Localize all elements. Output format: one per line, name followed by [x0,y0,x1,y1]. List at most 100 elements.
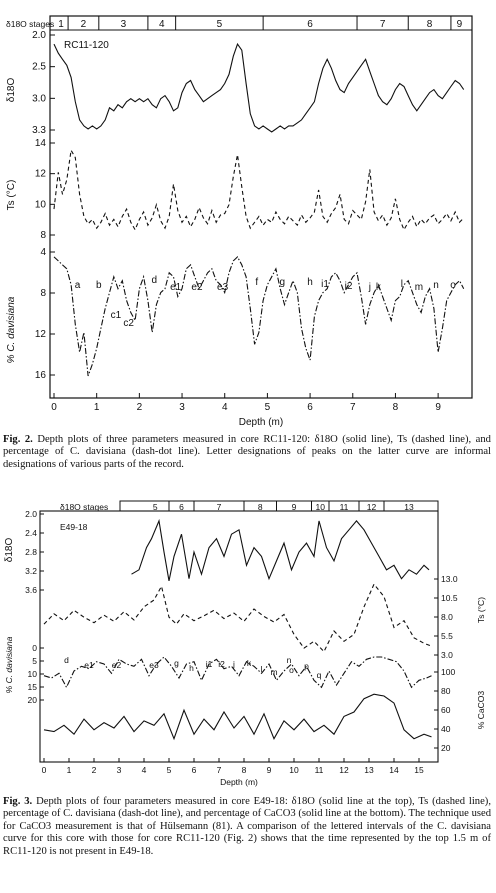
fig3-stages-header: δ18O stages [60,502,108,512]
fig2-d18o-tick-label: 3.0 [32,93,46,104]
fig3-cd-tick-label: 10 [28,669,38,679]
fig3-ts-tick-label: 10.5 [441,593,458,603]
fig3-peak-letter: k [247,658,252,668]
fig3-x-tick-label: 5 [167,765,172,775]
fig2-stage-label: 7 [380,19,386,30]
fig2-ts-tick-label: 10 [35,199,47,210]
fig3-peak-letter: m [270,667,277,677]
fig3-cd-line [43,656,432,689]
fig2-x-tick-label: 2 [137,402,143,413]
fig3-x-tick-label: 14 [389,765,399,775]
fig2-peak-letter: d [152,275,158,286]
fig2-caption-text: Depth plots of three parameters measured… [3,434,491,470]
fig2-peak-letter: o [450,280,456,291]
fig3-d18o-tick-label: 3.6 [25,585,37,595]
fig3-x-axis-label: Depth (m) [220,777,258,787]
fig3-ts-tick-label: 13.0 [441,574,458,584]
fig3-cd-tick-label: 0 [32,643,37,653]
fig3-d18o-line [131,518,430,582]
fig2-stage-label: 8 [427,19,433,30]
fig3-x-tick-label: 6 [192,765,197,775]
fig3-caco3-line [43,693,432,741]
fig2-stage-label: 4 [159,19,165,30]
fig3-d18o-tick-label: 2.4 [25,528,37,538]
fig3-x-tick-label: 4 [142,765,147,775]
fig3-x-tick-label: 12 [339,765,349,775]
fig2-core-label: RC11-120 [64,40,109,51]
fig3-stage-label: 5 [153,502,158,512]
fig3-x-tick-label: 1 [67,765,72,775]
fig3-caco3-tick-label: 60 [441,705,451,715]
fig3-peak-letter: p [304,661,309,671]
fig3-stage-label: 12 [367,502,377,512]
fig2-x-tick-label: 5 [265,402,271,413]
fig2-peak-letter: b [96,280,102,291]
fig3-caco3-tick-label: 80 [441,686,451,696]
fig3-peak-letter: i1 [206,659,213,669]
fig3-x-tick-label: 10 [289,765,299,775]
fig2-peak-letter: g [280,277,286,288]
fig3-cd-axis-label: % C. davisiana [4,636,14,693]
fig2-caption-title: Fig. 2. [3,434,33,445]
fig2-peak-letter: f [255,277,258,288]
fig3-stage-label: 6 [179,502,184,512]
fig3-x-tick-label: 8 [242,765,247,775]
fig2-peak-letter: a [75,280,81,291]
fig3-stage-label: 13 [404,502,414,512]
fig3-ts-axis-label: Ts (°C) [476,597,486,623]
fig2-ts-tick-label: 12 [35,169,47,180]
fig3-caco3-tick-label: 20 [441,743,451,753]
fig2-x-tick-label: 0 [51,402,57,413]
fig3-d18o-axis-label: δ18O [4,538,15,563]
fig2-peak-letter: e2 [191,282,203,293]
fig2-stage-label: 6 [307,19,313,30]
fig2-peak-letter: c2 [123,318,134,329]
fig2-cd-tick-label: 8 [40,288,46,299]
fig2-frame [49,15,473,399]
fig3-stage-label: 7 [217,502,222,512]
fig2-peak-letter: j [368,282,371,293]
fig2-x-tick-label: 9 [435,402,441,413]
fig3-stage-label: 9 [292,502,297,512]
fig3-x-tick-label: 13 [364,765,374,775]
fig2-caption: Fig. 2. Depth plots of three parameters … [3,434,491,471]
fig3-stage-label: 10 [316,502,326,512]
fig2-stage-label: 3 [121,19,127,30]
fig3-ts-tick-label: 3.0 [441,650,453,660]
fig3-x-tick-label: 2 [92,765,97,775]
fig2-peak-letter: m [415,282,423,293]
fig3-caco3-axis-label: % CaCO3 [476,691,486,730]
fig3-peak-letter: g [174,658,179,668]
fig2-peak-letter: l [401,279,403,290]
fig3-cd-tick-label: 20 [28,695,38,705]
fig3-caco3-tick-label: 40 [441,724,451,734]
fig3-peak-letter: o [289,665,294,675]
fig3-x-tick-label: 15 [414,765,424,775]
fig3-peak-letter: q [317,670,322,680]
fig2-d18o-tick-label: 3.3 [32,125,46,136]
fig2-stage-bar [49,15,473,31]
fig2-cd-line [53,256,465,377]
fig2-cd-axis-label: % C. davisiana [6,296,17,363]
fig2-stage-label: 2 [81,19,87,30]
fig2-peak-letter: i1 [321,279,329,290]
fig2-x-tick-label: 3 [179,402,185,413]
fig3-stage-label: 11 [340,502,349,512]
fig3-d18o-tick-label: 2.0 [25,509,37,519]
fig2-x-tick-label: 6 [307,402,313,413]
fig3-frame [39,510,439,763]
fig3-peak-letter: l [261,664,263,674]
fig2-stage-label: 5 [217,19,223,30]
fig3-x-tick-label: 3 [117,765,122,775]
fig3-peak-letter: e1 [84,660,94,670]
fig3-peak-letter: d [64,655,69,665]
fig2-d18o-line [53,42,465,133]
fig2-stage-label: 9 [457,19,463,30]
fig3-ts-tick-label: 5.5 [441,631,453,641]
fig3-ts-line [43,583,432,653]
fig2-peak-letter: i2 [345,281,353,292]
fig2-ts-tick-label: 14 [35,138,47,149]
fig2-peak-letter: c1 [111,310,122,321]
fig3-stage-label: 8 [258,502,263,512]
